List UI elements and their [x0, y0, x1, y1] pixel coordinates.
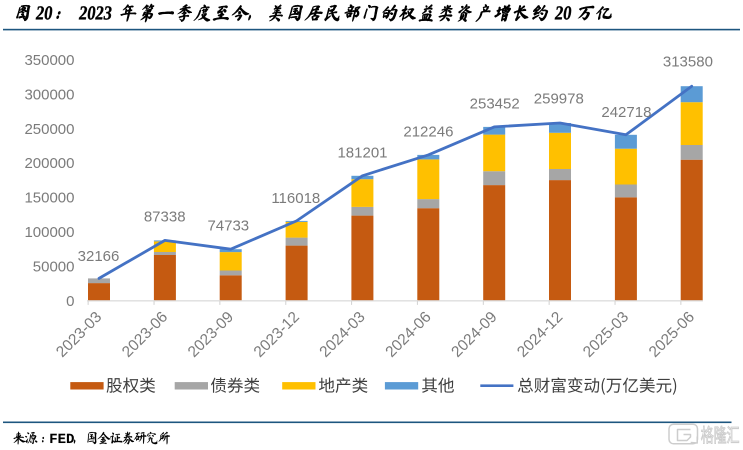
svg-text:242718: 242718: [601, 104, 651, 121]
svg-text:181201: 181201: [337, 145, 387, 162]
svg-text:32166: 32166: [78, 248, 120, 265]
svg-text:200000: 200000: [24, 155, 74, 172]
svg-text:150000: 150000: [24, 190, 74, 207]
svg-text:313580: 313580: [663, 53, 713, 70]
svg-text:259978: 259978: [534, 91, 584, 108]
svg-text:74733: 74733: [207, 218, 249, 235]
svg-text:100000: 100000: [24, 224, 74, 241]
svg-text:250000: 250000: [24, 121, 74, 138]
svg-text:350000: 350000: [24, 52, 74, 69]
svg-text:0: 0: [66, 293, 74, 310]
svg-text:300000: 300000: [24, 86, 74, 103]
svg-text:50000: 50000: [33, 259, 75, 276]
svg-text:87338: 87338: [144, 209, 186, 226]
svg-text:253452: 253452: [470, 96, 520, 113]
svg-text:116018: 116018: [271, 190, 320, 207]
svg-text:212246: 212246: [403, 124, 453, 141]
